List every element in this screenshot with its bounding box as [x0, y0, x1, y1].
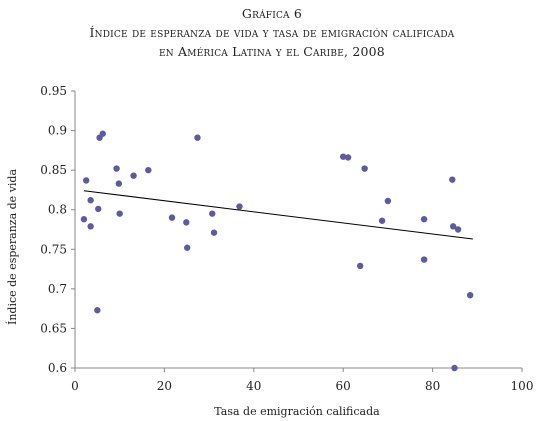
data-point: [356, 262, 364, 270]
data-point: [451, 364, 458, 372]
data-point: [99, 130, 106, 137]
y-axis-ticks: 0.6 0.65 0.7 0.75 0.8 0.85 0.9 0.95: [40, 84, 75, 375]
data-point: [340, 153, 347, 160]
y-tick-label: 0.8: [48, 203, 67, 217]
data-point: [384, 197, 392, 205]
data-point: [115, 180, 123, 187]
x-tick-label: 40: [246, 379, 261, 393]
y-tick-label: 0.95: [40, 84, 67, 98]
data-point: [466, 291, 474, 299]
y-tick-label: 0.75: [40, 242, 67, 256]
data-point: [95, 205, 102, 213]
data-point: [116, 210, 123, 217]
data-point: [87, 223, 94, 230]
data-point: [130, 172, 137, 179]
data-point: [449, 176, 456, 183]
data-point: [168, 214, 176, 221]
x-tick-label: 80: [425, 379, 440, 393]
data-point: [183, 219, 190, 226]
y-tick-label: 0.7: [48, 282, 67, 296]
chart-title-line-2: en América Latina y el Caribe, 2008: [159, 44, 385, 59]
data-point: [210, 229, 218, 236]
chart-title-block: Gráfica 6 Índice de esperanza de vida y …: [0, 4, 544, 61]
data-point: [344, 154, 352, 161]
data-point: [145, 166, 152, 174]
data-point: [420, 256, 428, 263]
data-point: [454, 226, 462, 233]
data-point: [113, 165, 120, 172]
x-tick-label: 100: [511, 379, 534, 393]
data-point: [87, 197, 94, 204]
data-point: [361, 165, 368, 172]
data-point: [194, 134, 201, 141]
axes: [74, 91, 522, 369]
chart-title-line-1: Índice de esperanza de vida y tasa de em…: [89, 25, 455, 40]
data-point: [80, 216, 88, 223]
x-tick-label: 60: [336, 379, 351, 393]
data-point: [209, 210, 216, 217]
x-axis-label: Tasa de emigración calificada: [214, 405, 380, 418]
data-point: [449, 223, 457, 230]
y-tick-label: 0.85: [40, 163, 67, 177]
data-point: [378, 217, 386, 224]
x-tick-label: 0: [71, 379, 79, 393]
data-points: [80, 130, 474, 372]
x-axis-ticks: 0 20 40 60 80 100: [71, 368, 533, 393]
data-point: [94, 307, 101, 314]
y-tick-label: 0.9: [48, 124, 67, 138]
trendline: [83, 190, 473, 240]
data-point: [183, 244, 191, 251]
y-axis-label: Índice de esperanza de vida: [5, 169, 19, 325]
x-tick-label: 20: [157, 379, 172, 393]
data-point: [236, 203, 243, 210]
y-tick-label: 0.65: [40, 321, 67, 335]
figure-label: Gráfica 6: [241, 6, 303, 21]
data-point: [82, 177, 90, 184]
y-tick-label: 0.6: [48, 361, 67, 375]
trendline-group: [83, 190, 473, 240]
data-point: [420, 216, 428, 223]
